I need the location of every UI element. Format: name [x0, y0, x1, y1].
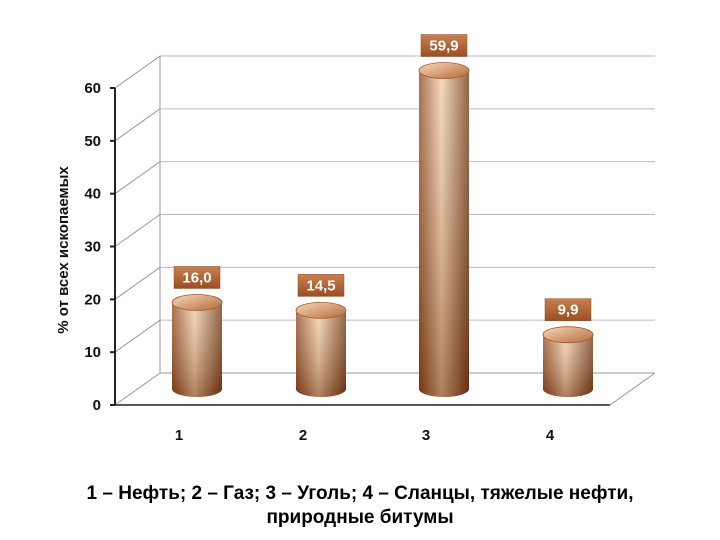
bar-2 — [295, 301, 347, 397]
bar-top — [542, 326, 594, 344]
bar-4 — [542, 326, 594, 397]
side-gridline — [114, 108, 161, 142]
data-label-text: 16,0 — [182, 269, 211, 286]
data-label-box — [297, 274, 345, 297]
data-label-4: 9,9 — [544, 298, 592, 321]
data-label-1: 16,0 — [173, 266, 221, 289]
bar-shade — [172, 302, 222, 397]
bar-top — [418, 62, 470, 79]
bar-1 — [171, 294, 223, 397]
x-tick-label: 1 — [175, 427, 183, 444]
y-tick-label: 60 — [84, 80, 101, 97]
floor-right-edge — [609, 372, 656, 406]
x-tick-label: 3 — [422, 427, 430, 444]
data-label-text: 59,9 — [429, 38, 458, 55]
bar-shade — [296, 310, 346, 397]
chart: 0 10 20 30 40 50 60 1 16,0 2 14,5 3 59,9 4 9,9 % от в… — [55, 34, 656, 444]
data-label-box — [420, 34, 468, 57]
label-layer: 1 16,0 2 14,5 3 59,9 4 9,9 — [173, 34, 592, 444]
caption-line-2: природные битумы — [266, 507, 454, 528]
data-label-text: 9,9 — [558, 302, 579, 319]
bar-top — [171, 294, 223, 311]
side-gridline — [114, 372, 161, 406]
side-gridline — [114, 55, 161, 89]
x-tick-label: 4 — [546, 427, 555, 444]
chart-caption: 1 – Нефть; 2 – Газ; 3 – Уголь; 4 – Сланц… — [0, 482, 720, 530]
y-tick-label: 30 — [84, 239, 101, 256]
data-label-text: 14,5 — [306, 277, 335, 294]
y-tick-label: 10 — [84, 344, 101, 361]
y-axis-label: % от всех ископаемых — [55, 166, 72, 334]
bar-layer — [171, 62, 594, 398]
side-gridline — [114, 266, 161, 300]
bar-top — [295, 301, 347, 319]
caption-line-1: 1 – Нефть; 2 – Газ; 3 – Уголь; 4 – Сланц… — [86, 483, 634, 504]
axis-layer: 0 10 20 30 40 50 60 — [84, 80, 610, 414]
bar-shade — [543, 334, 593, 397]
bar-shade — [419, 70, 469, 398]
x-tick-label: 2 — [299, 427, 307, 444]
y-tick-label: 20 — [84, 291, 101, 308]
bar-3 — [418, 62, 470, 398]
data-label-3: 59,9 — [420, 34, 468, 57]
y-tick-label: 0 — [93, 397, 101, 414]
y-tick-label: 50 — [84, 133, 101, 150]
y-tick-label: 40 — [84, 186, 101, 203]
side-gridline — [114, 214, 161, 247]
data-label-box — [544, 298, 592, 321]
data-label-2: 14,5 — [297, 274, 345, 297]
side-gridline — [114, 161, 161, 195]
data-label-box — [173, 266, 221, 289]
side-gridline — [114, 319, 161, 353]
